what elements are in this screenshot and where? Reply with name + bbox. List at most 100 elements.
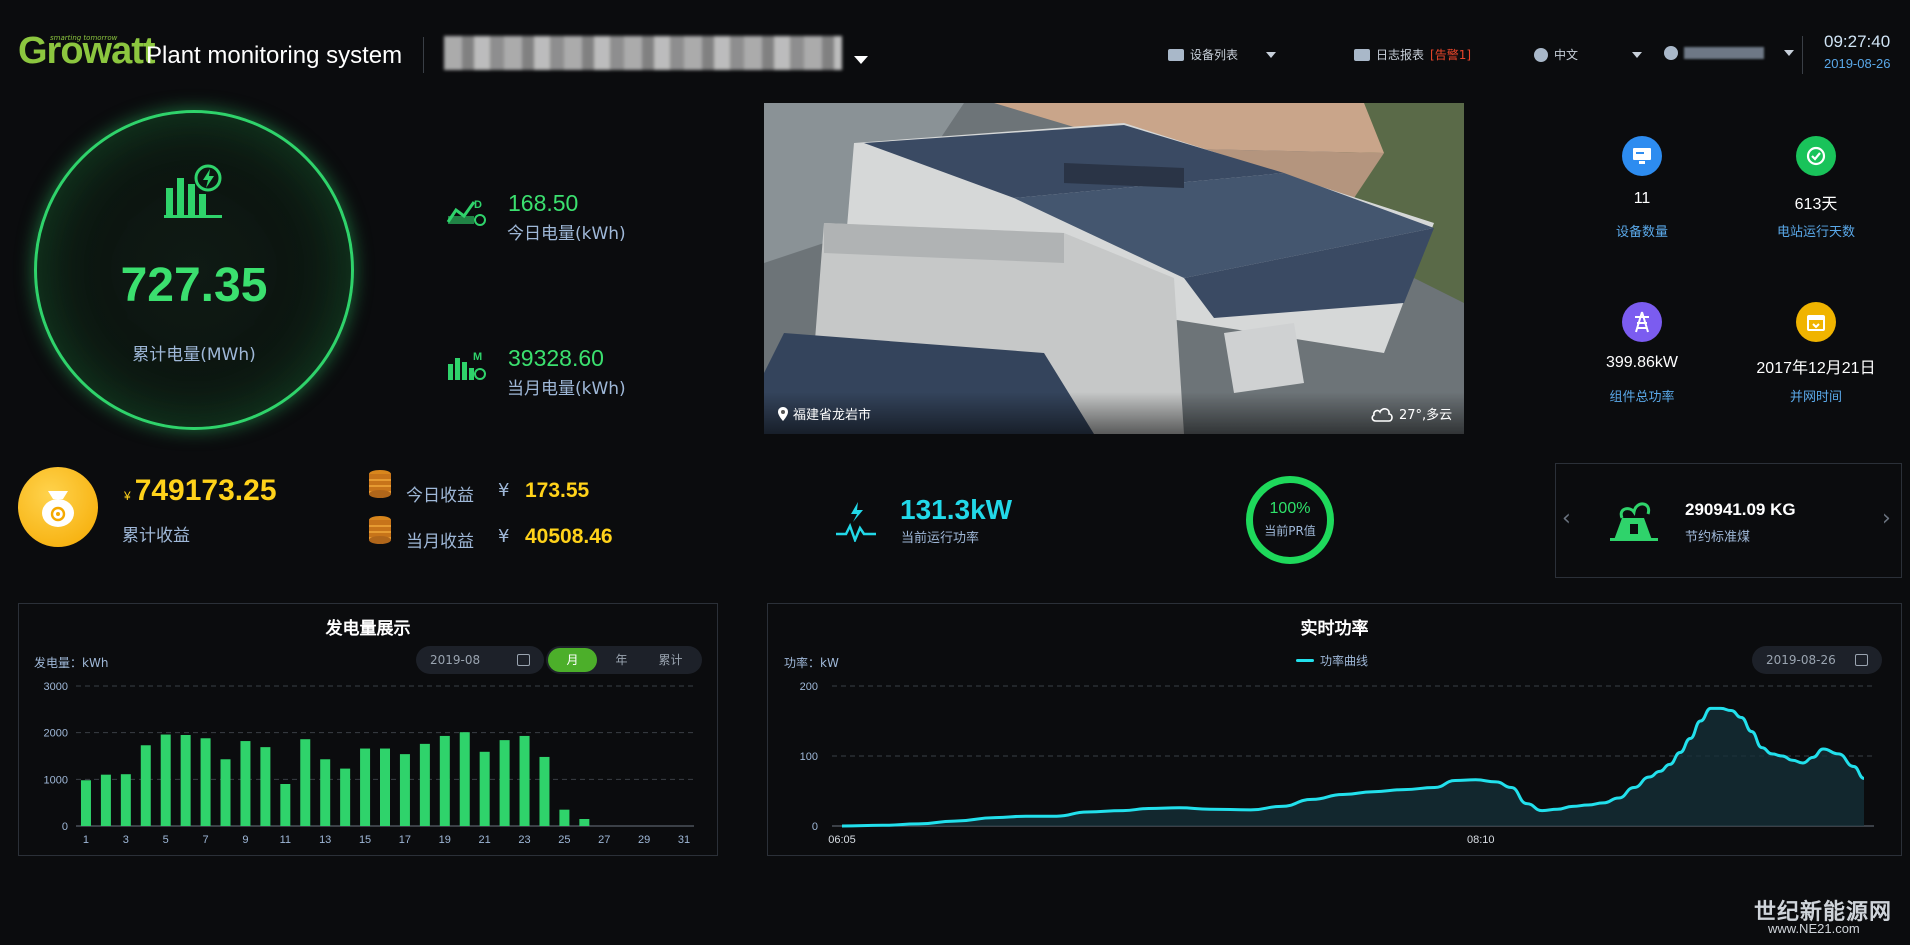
svg-text:D: D <box>474 199 482 211</box>
pr-ring <box>1246 476 1334 564</box>
x-tick-label: 1 <box>83 834 89 846</box>
total-energy-ring <box>34 110 354 430</box>
total-capacity-label: 组件总功率 <box>1609 390 1675 405</box>
calendar-icon <box>1855 654 1868 666</box>
y-tick-label: 200 <box>800 681 818 693</box>
power-legend[interactable]: 功率曲线 <box>1296 652 1368 669</box>
x-tick-label: 3 <box>123 834 129 846</box>
bar <box>240 741 251 826</box>
device-count-label: 设备数量 <box>1615 225 1668 240</box>
current-power-value: 131.3kW <box>900 494 1013 525</box>
tab-total[interactable]: 累计 <box>658 653 683 667</box>
location-pin-icon <box>778 406 788 421</box>
system-title: Plant monitoring system <box>146 42 403 69</box>
plant-select-caret-icon[interactable] <box>854 56 868 64</box>
power-date-value: 2019-08-26 <box>1766 653 1836 667</box>
x-tick-label: 9 <box>242 834 248 846</box>
x-tick-label: 29 <box>638 834 650 846</box>
bar <box>539 756 550 826</box>
month-income-label: 当月收益 <box>406 532 474 552</box>
x-tick-label: 21 <box>479 834 491 846</box>
report-icon <box>1354 48 1370 61</box>
language-label: 中文 <box>1554 48 1579 62</box>
y-tick-label: 0 <box>62 821 68 833</box>
currency-symbol: ¥ <box>124 489 131 503</box>
run-days-label: 电站运行天数 <box>1776 225 1855 240</box>
power-date-picker[interactable]: 2019-08-26 <box>1752 646 1882 674</box>
monitor-icon <box>1622 136 1662 176</box>
coins-icon <box>369 516 391 544</box>
bar <box>459 732 470 826</box>
carousel-prev-icon[interactable]: ‹ <box>1562 506 1571 531</box>
power-curve-line <box>841 706 1865 828</box>
x-tick-label: 27 <box>598 834 610 846</box>
energy-period-tabs: 月 年 累计 <box>546 646 702 674</box>
energy-chart-icon <box>164 164 222 218</box>
bar <box>120 774 131 826</box>
bar <box>160 734 171 826</box>
money-bag-icon <box>18 467 98 547</box>
bar <box>100 774 111 826</box>
grid-date-label: 并网时间 <box>1789 390 1842 405</box>
energy-month-value: 2019-08 <box>430 653 481 667</box>
power-pulse-icon <box>836 502 876 542</box>
legend-label: 功率曲线 <box>1320 654 1369 668</box>
x-tick-label: 13 <box>319 834 331 846</box>
chevron-down-icon <box>1266 51 1277 58</box>
log-report-menu[interactable]: 日志报表 [告警1] <box>1354 46 1471 63</box>
total-energy-value: 727.35 <box>120 259 268 312</box>
bar <box>140 745 151 826</box>
tab-year[interactable]: 年 <box>615 653 628 667</box>
total-energy-label: 累计电量(MWh) <box>132 345 256 365</box>
carousel-next-icon[interactable]: › <box>1882 506 1891 531</box>
y-tick-label: 100 <box>800 751 818 763</box>
bar <box>439 735 450 826</box>
daily-energy-icon: D <box>446 199 486 226</box>
clock-check-icon <box>1796 136 1836 176</box>
clock-time: 09:27:40 <box>1824 32 1891 51</box>
globe-icon <box>1534 47 1548 62</box>
plant-weather: 27°,多云 <box>1370 404 1452 423</box>
user-menu[interactable] <box>1664 46 1794 60</box>
bar <box>479 751 490 826</box>
monitor-icon <box>1168 48 1184 61</box>
pr-value: 100% <box>1269 500 1311 517</box>
x-tick-label: 7 <box>203 834 209 846</box>
device-list-menu[interactable]: 设备列表 <box>1168 46 1277 63</box>
today-energy-value: 168.50 <box>508 190 579 216</box>
run-days-value: 613天 <box>1794 196 1838 213</box>
today-income-label: 今日收益 <box>406 486 474 506</box>
bar <box>260 747 271 826</box>
weather-text: 27°,多云 <box>1399 408 1453 423</box>
x-tick-label: 17 <box>399 834 411 846</box>
device-list-label: 设备列表 <box>1190 48 1239 62</box>
power-unit-label: 功率：kW <box>784 656 839 670</box>
currency-symbol: ¥ <box>498 526 510 547</box>
language-menu[interactable]: 中文 <box>1534 46 1643 63</box>
bar <box>419 743 430 826</box>
bar <box>340 768 351 826</box>
chevron-down-icon <box>1784 50 1794 56</box>
bar <box>360 748 371 826</box>
x-tick-label: 08:10 <box>1467 834 1495 846</box>
plant-name-redacted[interactable] <box>444 36 842 70</box>
month-energy-value: 39328.60 <box>508 345 604 371</box>
power-tower-icon <box>1622 302 1662 342</box>
bar <box>180 735 191 826</box>
x-tick-label: 06:05 <box>828 834 856 846</box>
watermark-brand: 世纪新能源网 <box>1754 900 1893 925</box>
chevron-down-icon <box>1632 51 1643 58</box>
header-divider <box>1802 36 1803 74</box>
y-tick-label: 1000 <box>44 774 68 786</box>
power-panel-title: 实时功率 <box>1300 619 1369 639</box>
logo-tagline: smarting tomorrow <box>50 34 118 42</box>
growatt-logo: Growatt <box>18 30 156 72</box>
tab-month[interactable]: 月 <box>548 648 597 672</box>
today-energy-label: 今日电量(kWh) <box>507 224 626 244</box>
coal-plant-icon <box>1610 502 1658 541</box>
alarm-badge[interactable]: [告警1] <box>1430 48 1472 62</box>
x-tick-label: 15 <box>359 834 371 846</box>
bar <box>200 738 211 826</box>
energy-month-picker[interactable]: 2019-08 <box>416 646 544 674</box>
